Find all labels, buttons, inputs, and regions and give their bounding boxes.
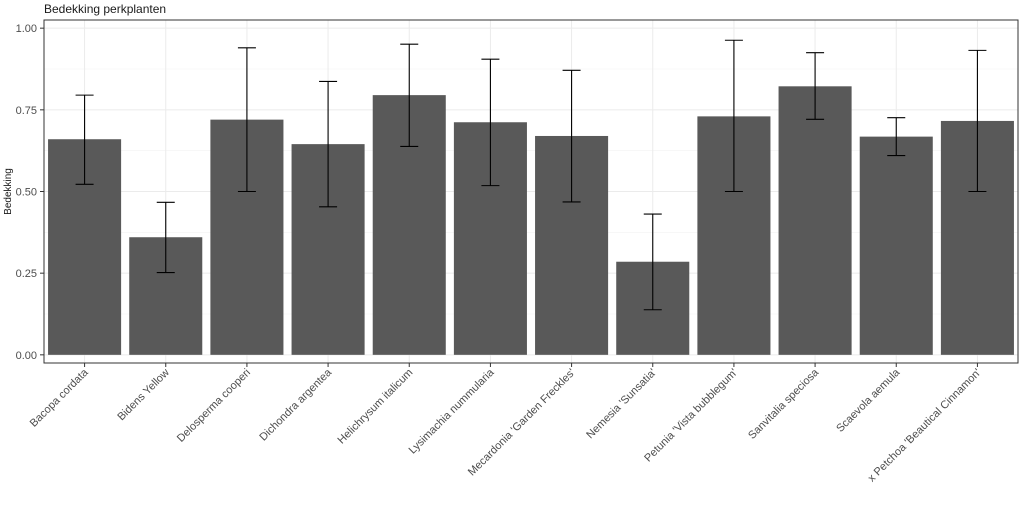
- error-bar: [562, 69, 581, 203]
- error-bar: [400, 43, 419, 147]
- y-axis-title: Bedekking: [3, 168, 14, 215]
- x-tick-label: Helichrysum italicum: [336, 367, 416, 447]
- y-tick-label: 0.50: [16, 187, 37, 199]
- x-tick-label: Scaevola aemula: [834, 366, 903, 435]
- error-bar: [75, 94, 94, 185]
- chart-title: Bedekking perkplanten: [44, 2, 167, 16]
- error-bar: [643, 213, 662, 311]
- error-bar: [968, 49, 987, 193]
- x-tick-label: Petunia 'Vista bubblegum': [642, 367, 740, 465]
- error-bar: [806, 52, 825, 120]
- error-bar: [319, 80, 338, 208]
- y-tick-label: 0.00: [16, 350, 37, 362]
- y-tick-label: 0.75: [16, 105, 37, 117]
- x-tick-label: Dichondra argentea: [257, 366, 334, 443]
- y-tick-label: 0.25: [16, 268, 37, 280]
- x-tick-label: Delosperma cooperi: [175, 367, 253, 445]
- error-bar: [724, 39, 743, 193]
- x-tick-label: Lysimachia nummularia: [407, 366, 498, 457]
- x-tick-label: Nemesia 'Sunsatia': [584, 367, 659, 442]
- error-bar: [481, 58, 500, 187]
- error-bar: [887, 117, 906, 157]
- x-tick-label: Bacopa cordata: [28, 366, 92, 430]
- error-bar: [237, 47, 256, 193]
- error-bar: [156, 201, 175, 274]
- x-tick-label: Bidens Yellow: [115, 367, 172, 424]
- bar: [859, 136, 933, 355]
- bar: [778, 86, 852, 355]
- x-tick-label: Sanvitalia speciosa: [746, 366, 822, 442]
- y-tick-label: 1.00: [16, 23, 37, 35]
